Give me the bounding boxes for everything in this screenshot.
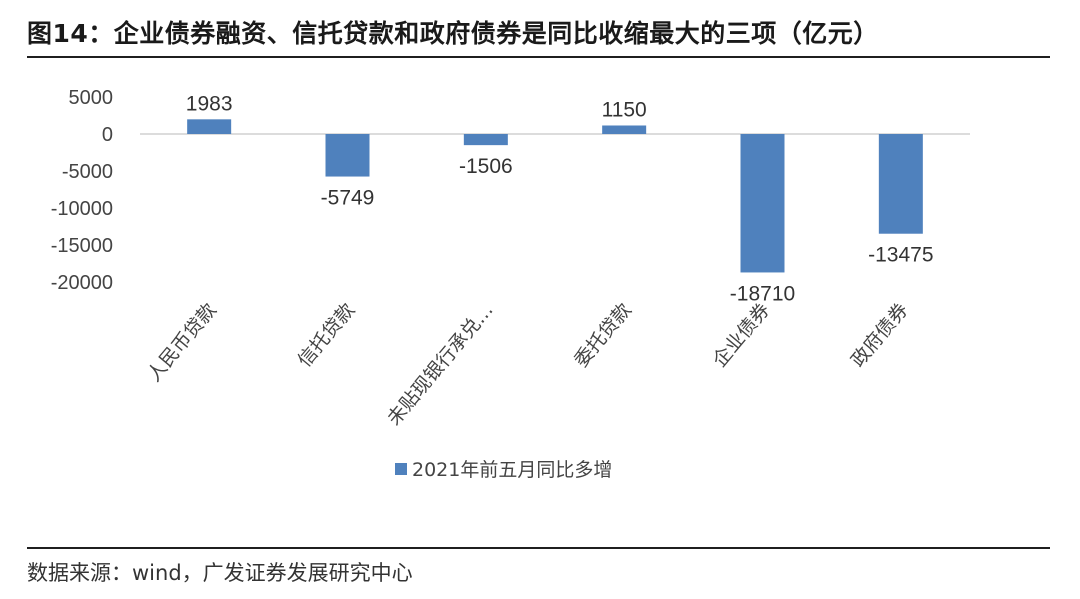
y-tick-label: 0 [102,124,113,146]
bar [463,134,508,146]
bar-chart: 5000 0 -5000 -10000 -15000 -20000 1983 人民币贷款 -57… [51,87,970,430]
category-label: 未贴现银行承兑… [383,299,498,430]
title-rule [27,56,1050,58]
data-label: -18710 [730,282,795,305]
bar [602,125,647,134]
bar [187,119,232,134]
category-label: 政府债券 [847,299,913,371]
data-label: 1983 [186,92,233,115]
bar [325,134,370,177]
data-label: -5749 [321,187,375,210]
source-rule [27,547,1050,549]
legend: 2021年前五月同比多增 [395,455,612,482]
data-label: 1150 [602,98,647,121]
data-label: -13475 [868,244,933,267]
data-label: -1506 [459,155,513,178]
figure-title: 图14：企业债券融资、信托贷款和政府债券是同比收缩最大的三项（亿元） [27,19,879,48]
figure-source: 数据来源：wind，广发证券发展研究中心 [27,561,413,585]
y-tick-label: -10000 [51,198,113,220]
y-tick-label: -15000 [51,235,113,257]
bar [878,134,923,234]
y-tick-label: -20000 [51,272,113,294]
category-label: 信托贷款 [294,299,360,371]
category-label: 委托贷款 [570,299,636,371]
category-label: 人民币贷款 [143,299,221,386]
legend-swatch [395,462,407,475]
category-label: 企业债券 [709,299,775,371]
bar [740,134,785,273]
y-tick-label: 5000 [69,87,114,109]
y-tick-label: -5000 [62,161,113,183]
legend-label: 2021年前五月同比多增 [412,459,613,481]
